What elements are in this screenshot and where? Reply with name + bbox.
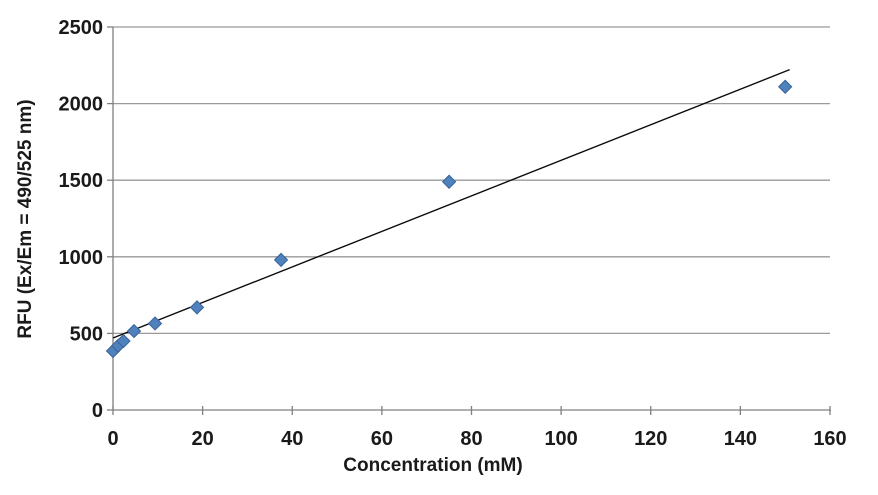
y-tick-label: 1500 <box>59 170 104 192</box>
y-tick-label: 1000 <box>59 247 104 269</box>
data-point-marker <box>273 252 289 268</box>
data-point-marker <box>116 333 131 349</box>
data-point-marker <box>441 174 457 189</box>
y-axis-title: RFU (Ex/Em = 490/525 nm) <box>15 99 36 338</box>
x-tick-label: 20 <box>192 428 214 450</box>
data-point-marker <box>777 79 793 94</box>
trendline <box>112 69 790 339</box>
data-point-marker <box>189 300 205 315</box>
data-point-marker <box>126 323 142 339</box>
y-tick-label: 2000 <box>59 94 104 116</box>
data-point-marker <box>147 316 163 331</box>
x-tick-label: 40 <box>281 428 303 450</box>
x-tick-label: 100 <box>544 428 577 450</box>
x-tick-label: 160 <box>813 428 846 450</box>
x-tick-label: 0 <box>107 428 118 450</box>
y-tick-label: 500 <box>70 323 103 345</box>
x-tick-label: 120 <box>634 428 667 450</box>
x-tick-label: 140 <box>724 428 757 450</box>
y-tick-label: 0 <box>92 400 103 422</box>
x-axis-title: Concentration (mM) <box>343 455 522 476</box>
x-tick-label: 80 <box>460 428 482 450</box>
y-tick-label: 2500 <box>59 17 104 39</box>
x-tick-label: 60 <box>371 428 393 450</box>
